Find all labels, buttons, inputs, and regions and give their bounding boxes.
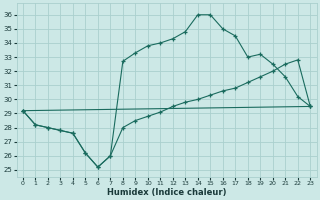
X-axis label: Humidex (Indice chaleur): Humidex (Indice chaleur) <box>107 188 226 197</box>
